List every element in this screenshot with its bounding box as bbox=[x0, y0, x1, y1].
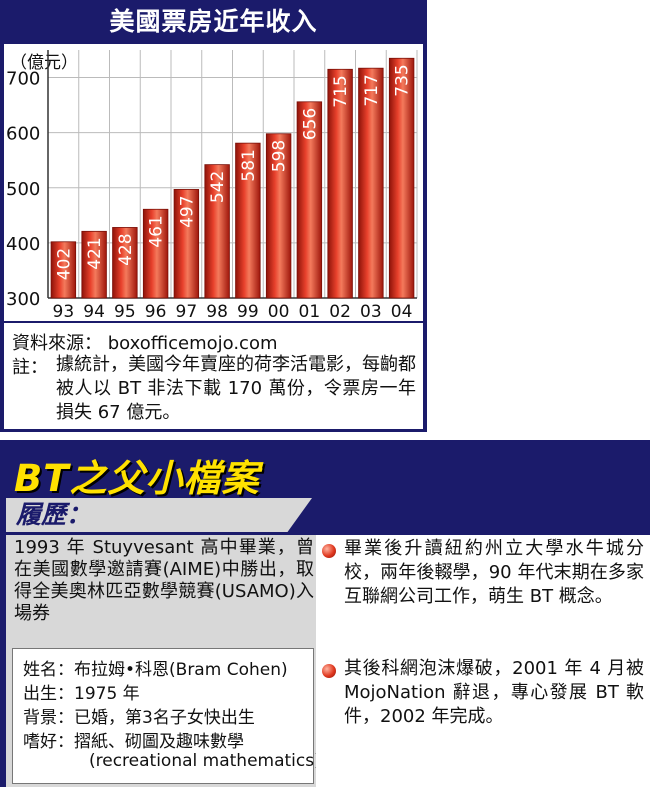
chart-panel: 美國票房近年收入 300 400 500 600 700 （億元） 402 93 421 94 42… bbox=[0, 0, 427, 432]
x-tick-label: 93 bbox=[53, 302, 75, 321]
chart-title: 美國票房近年收入 bbox=[109, 7, 318, 36]
y-tick-label: 400 bbox=[6, 234, 40, 255]
resume-column: 1993 年 Stuyvesant 高中畢業，曾在美國數學邀請賽(AIME)中勝… bbox=[6, 535, 318, 787]
info-row-name: 姓名：布拉姆•科恩(Bram Cohen) bbox=[23, 655, 288, 680]
x-tick-label: 01 bbox=[299, 302, 321, 321]
info-value: 1975 年 bbox=[74, 684, 140, 704]
career-column: 畢業後升讀紐約州立大學水牛城分校，兩年後輟學，90 年代末期在多家互聯網公司工作… bbox=[316, 535, 650, 787]
source-box: 資料來源： boxofficemojo.com 註： 據統計，美國今年賣座的荷李… bbox=[4, 323, 423, 429]
source-text: 資料來源： boxofficemojo.com bbox=[12, 333, 278, 354]
bar bbox=[173, 189, 200, 299]
info-label: 出生： bbox=[23, 684, 74, 704]
resume-label: 履歷： bbox=[16, 500, 92, 529]
x-tick-label: 99 bbox=[237, 302, 259, 321]
info-row-hobby-en: (recreational mathematics) bbox=[89, 751, 318, 771]
bar-value-label: 715 bbox=[331, 75, 351, 107]
info-label: 姓名： bbox=[23, 660, 74, 680]
bar bbox=[50, 241, 77, 299]
y-tick-label: 300 bbox=[6, 289, 40, 310]
note-text: 據統計，美國今年賣座的荷李活電影，每齣都被人以 BT 非法下載 170 萬份，令… bbox=[56, 354, 416, 423]
note-label: 註： bbox=[12, 357, 48, 378]
x-tick-label: 95 bbox=[114, 302, 136, 321]
bar bbox=[296, 101, 323, 299]
chart-area: 300 400 500 600 700 （億元） 402 93 421 94 428 95 461 96 4… bbox=[4, 44, 423, 321]
resume-text: 1993 年 Stuyvesant 高中畢業，曾在美國數學邀請賽(AIME)中勝… bbox=[14, 537, 314, 624]
bar bbox=[327, 68, 353, 299]
x-tick-label: 96 bbox=[145, 302, 167, 321]
info-row-background: 背景：已婚，第3名子女快出生 bbox=[23, 703, 255, 728]
bar-value-label: 542 bbox=[208, 171, 228, 203]
x-tick-label: 02 bbox=[329, 302, 351, 321]
info-row-hobby: 嗜好：摺紙、砌圖及趣味數學 bbox=[23, 727, 244, 752]
bar-value-label: 656 bbox=[300, 108, 320, 140]
bar bbox=[265, 133, 292, 299]
bar-value-label: 581 bbox=[239, 149, 259, 181]
y-axis-unit-label: （億元） bbox=[10, 53, 78, 73]
bar bbox=[358, 67, 384, 299]
bullet-icon bbox=[322, 544, 336, 558]
x-tick-label: 00 bbox=[268, 302, 290, 321]
bar-value-label: 461 bbox=[147, 215, 167, 247]
bar bbox=[81, 230, 107, 299]
bar-value-label: 497 bbox=[177, 195, 197, 227]
resume-banner: 履歷： bbox=[6, 498, 312, 532]
career-bullet-2: 其後科網泡沫爆破，2001 年 4 月被 MojoNation 辭退，專心發展 … bbox=[344, 658, 644, 727]
y-tick-label: 500 bbox=[6, 179, 40, 200]
x-tick-label: 98 bbox=[206, 302, 228, 321]
y-tick-label: 700 bbox=[6, 69, 40, 90]
x-tick-label: 97 bbox=[176, 302, 198, 321]
info-label: 嗜好： bbox=[23, 732, 74, 752]
bar-value-label: 402 bbox=[54, 248, 74, 280]
info-value: 布拉姆•科恩(Bram Cohen) bbox=[74, 660, 288, 680]
bullet-icon bbox=[322, 664, 336, 678]
info-label: 背景： bbox=[23, 708, 74, 728]
bar bbox=[388, 57, 415, 299]
bar bbox=[142, 208, 169, 299]
x-tick-label: 04 bbox=[391, 302, 413, 321]
career-bullet-1: 畢業後升讀紐約州立大學水牛城分校，兩年後輟學，90 年代末期在多家互聯網公司工作… bbox=[344, 538, 644, 607]
info-value: 摺紙、砌圖及趣味數學 bbox=[74, 732, 244, 752]
info-value: 已婚，第3名子女快出生 bbox=[74, 708, 255, 728]
bar bbox=[235, 142, 261, 299]
profile-title: BT之父小檔案 bbox=[14, 457, 260, 500]
bar-value-label: 717 bbox=[362, 74, 382, 106]
y-tick-label: 600 bbox=[6, 124, 40, 145]
bar-chart: 300 400 500 600 700（億元） 402 93 421 94 428 95 461 96 4… bbox=[6, 50, 418, 321]
bar-value-label: 421 bbox=[85, 237, 105, 269]
info-row-birth: 出生：1975 年 bbox=[23, 679, 140, 704]
info-value: (recreational mathematics) bbox=[89, 751, 318, 771]
bar-value-label: 428 bbox=[116, 233, 136, 265]
bar-value-label: 735 bbox=[393, 64, 413, 96]
x-tick-label: 94 bbox=[83, 302, 105, 321]
info-box: 姓名：布拉姆•科恩(Bram Cohen) 出生：1975 年 背景：已婚，第3… bbox=[12, 648, 318, 784]
bar-value-label: 598 bbox=[270, 140, 290, 172]
bar bbox=[204, 164, 230, 299]
bar bbox=[112, 227, 138, 299]
profile-panel: BT之父小檔案 履歷： 1993 年 Stuyvesant 高中畢業，曾在美國數… bbox=[0, 440, 650, 787]
x-tick-label: 03 bbox=[360, 302, 382, 321]
